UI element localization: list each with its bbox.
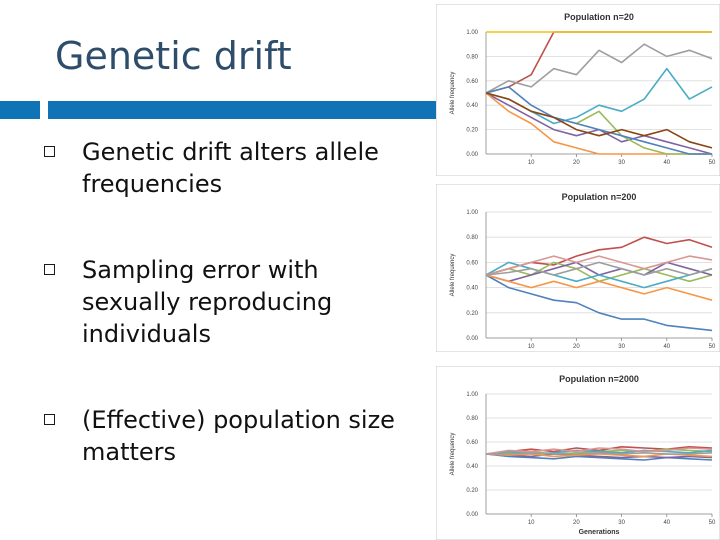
x-tick-label: 50 <box>709 344 716 350</box>
x-tick-label: 10 <box>528 160 535 166</box>
series-line <box>485 86 712 155</box>
x-tick-label: 50 <box>709 520 716 526</box>
y-axis-label: Allele frequency <box>450 433 456 476</box>
y-tick-label: 0.20 <box>466 488 478 494</box>
x-tick-label: 50 <box>709 160 716 166</box>
chart-n20: Population n=20 Allele frequency 0.00 0.20 0… <box>436 4 720 176</box>
y-tick-label: 0.40 <box>466 464 478 470</box>
y-tick-label: 0.60 <box>466 260 478 266</box>
y-tick-label: 0.80 <box>466 235 478 241</box>
y-tick-label: 1.00 <box>466 210 478 216</box>
y-tick-label: 0.20 <box>466 128 478 134</box>
y-tick-label: 0.80 <box>466 54 478 60</box>
x-tick-label: 30 <box>618 160 625 166</box>
x-tick-label: 40 <box>663 520 670 526</box>
series-line <box>485 92 713 149</box>
series-line <box>485 274 713 301</box>
series-line <box>485 43 713 94</box>
series-line <box>486 452 713 455</box>
y-tick-label: 0.00 <box>466 152 478 158</box>
y-tick-label: 0.60 <box>466 79 478 85</box>
x-tick-label: 10 <box>528 520 535 526</box>
x-tick-label: 20 <box>573 160 580 166</box>
series-line <box>485 261 713 289</box>
x-tick-label: 20 <box>573 344 580 350</box>
bullet-item: Genetic drift alters allele frequencies <box>44 136 424 200</box>
bullet-item: Sampling error with sexually reproducing… <box>44 254 424 350</box>
chart-n2000-svg: Population n=2000 Allele frequency 0.00 0.2… <box>436 366 720 540</box>
bullet-list: Genetic drift alters allele frequencies … <box>44 136 424 522</box>
y-tick-label: 0.20 <box>466 311 478 317</box>
x-tick-label: 40 <box>663 160 670 166</box>
y-tick-label: 0.60 <box>466 440 478 446</box>
y-axis-label: Allele frequency <box>450 72 456 115</box>
square-bullet-icon <box>44 264 55 275</box>
y-tick-label: 1.00 <box>466 30 478 36</box>
y-tick-label: 0.00 <box>466 336 478 342</box>
bullet-text: Genetic drift alters allele frequencies <box>82 138 379 198</box>
bullet-item: (Effective) population size matters <box>44 404 424 468</box>
y-tick-label: 0.80 <box>466 416 478 422</box>
series-line <box>485 447 713 455</box>
square-bullet-icon <box>44 414 55 425</box>
chart-title: Population n=200 <box>562 192 637 202</box>
y-axis-label: Allele frequency <box>450 254 456 297</box>
series-line <box>485 255 713 276</box>
x-tick-label: 30 <box>618 344 625 350</box>
y-tick-label: 0.40 <box>466 286 478 292</box>
chart-title: Population n=2000 <box>559 374 639 384</box>
bullet-text: Sampling error with sexually reproducing… <box>82 256 333 348</box>
series-line <box>485 261 713 276</box>
y-tick-label: 0.40 <box>466 103 478 109</box>
x-axis-label: Generations <box>579 529 620 536</box>
x-tick-label: 30 <box>618 520 625 526</box>
accent-stub <box>0 101 40 119</box>
chart-n200-svg: Population n=200 Allele frequency 0.00 0.20… <box>436 184 720 352</box>
chart-n200: Population n=200 Allele frequency 0.00 0.20… <box>436 184 720 352</box>
bullet-text: (Effective) population size matters <box>82 406 395 466</box>
slide-title: Genetic drift <box>55 34 292 78</box>
chart-n20-svg: Population n=20 Allele frequency 0.00 0.20 0… <box>436 4 720 176</box>
y-tick-label: 0.00 <box>466 512 478 518</box>
x-tick-label: 20 <box>573 520 580 526</box>
y-tick-label: 1.00 <box>466 392 478 398</box>
series-line <box>485 453 713 459</box>
chart-title: Population n=20 <box>564 12 634 22</box>
series-line <box>485 446 713 455</box>
series-line <box>485 274 713 332</box>
x-tick-label: 10 <box>528 344 535 350</box>
square-bullet-icon <box>44 146 55 157</box>
chart-n2000: Population n=2000 Allele frequency 0.00 0.2… <box>436 366 720 540</box>
x-tick-label: 40 <box>663 344 670 350</box>
